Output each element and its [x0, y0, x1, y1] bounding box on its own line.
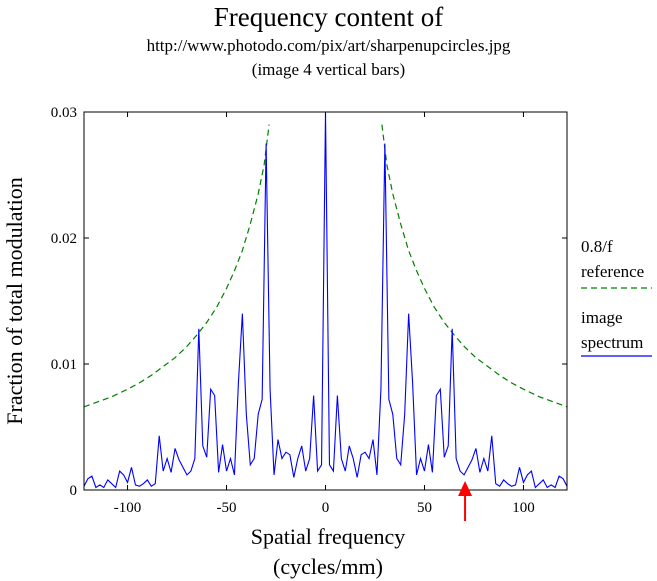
- y-tick-label: 0: [70, 483, 78, 499]
- y-tick-label: 0.02: [51, 231, 77, 247]
- x-tick-label: -50: [217, 500, 237, 516]
- x-axis-label: Spatial frequency: [251, 524, 406, 549]
- legend-spectrum-label-2: spectrum: [581, 333, 643, 352]
- reference-curve-layer: [84, 124, 567, 408]
- x-axis-label-units: (cycles/mm): [273, 554, 383, 579]
- x-tick-label: 50: [417, 500, 432, 516]
- reference-curve-right: [381, 124, 567, 408]
- chart-title: Frequency content of: [213, 2, 444, 32]
- spectrum-line: [84, 112, 567, 489]
- legend-reference-label-2: reference: [581, 262, 644, 281]
- y-axis-label: Fraction of total modulation: [2, 177, 27, 424]
- legend: 0.8/f reference image spectrum: [581, 237, 652, 357]
- plot-frame: [83, 111, 568, 491]
- arrow-annotation: [458, 481, 473, 521]
- reference-curve-left: [84, 124, 270, 408]
- chart-subtitle-url: http://www.photodo.com/pix/art/sharpenup…: [146, 36, 511, 55]
- spectrum-curve-layer: [84, 112, 567, 489]
- x-tick-label: 0: [322, 500, 330, 516]
- y-tick-label: 0.01: [51, 357, 77, 373]
- y-axis: 0 0.01 0.02 0.03: [51, 105, 567, 499]
- x-tick-label: 100: [512, 500, 535, 516]
- legend-reference-label: 0.8/f: [581, 237, 613, 256]
- y-tick-label: 0.03: [51, 105, 77, 121]
- legend-spectrum-label: image: [581, 308, 623, 327]
- arrow-head: [458, 481, 473, 496]
- chart-subtitle-note: (image 4 vertical bars): [251, 60, 406, 79]
- x-tick-label: -100: [114, 500, 142, 516]
- x-axis: -100 -50 0 50 100: [114, 112, 535, 516]
